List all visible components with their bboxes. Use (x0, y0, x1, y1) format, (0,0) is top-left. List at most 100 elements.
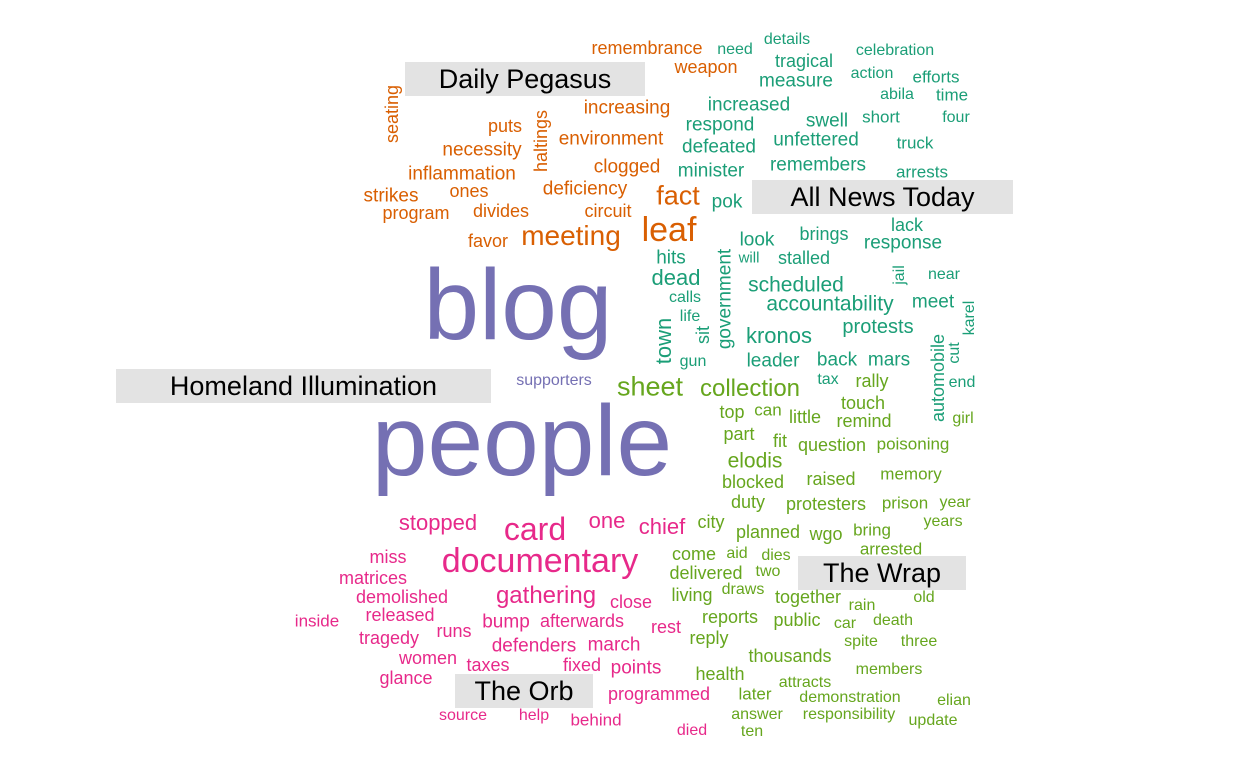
word-jail: jail (891, 265, 908, 285)
word-details: details (763, 31, 811, 48)
word-thousands: thousands (748, 646, 832, 666)
word-puts: puts (487, 116, 523, 136)
word-part: part (723, 424, 755, 444)
word-points: points (610, 657, 662, 679)
word-source: source (438, 707, 488, 724)
word-spite: spite (844, 633, 878, 650)
word-karel: karel (961, 300, 978, 336)
word-women: women (398, 648, 458, 668)
word-arrests: arrests (896, 162, 948, 182)
source-label-homeland-illumination: Homeland Illumination (116, 369, 491, 403)
word-died: died (676, 722, 708, 739)
word-reply: reply (689, 628, 729, 648)
word-dead: dead (651, 265, 701, 290)
word-strikes: strikes (363, 185, 419, 207)
word-measure: measure (759, 70, 833, 92)
word-demolished: demolished (355, 587, 449, 607)
word-touch: touch (840, 393, 886, 413)
word-death: death (872, 612, 914, 629)
word-one: one (588, 508, 626, 533)
word-celebration: celebration (855, 42, 935, 59)
word-response: response (863, 232, 943, 254)
word-living: living (671, 585, 713, 605)
word-life: life (679, 308, 701, 325)
word-together: together (774, 587, 842, 607)
word-rain: rain (848, 597, 876, 614)
word-bring: bring (853, 520, 891, 540)
word-defenders: defenders (491, 635, 577, 657)
word-sit: sit (693, 326, 713, 344)
word-scheduled: scheduled (748, 273, 844, 297)
word-haltings: haltings (531, 109, 551, 173)
word-look: look (739, 229, 775, 251)
word-blocked: blocked (721, 472, 785, 492)
word-automobile: automobile (928, 333, 948, 423)
word-near: near (927, 266, 961, 283)
word-delivered: delivered (669, 563, 743, 583)
word-elodis: elodis (727, 449, 783, 473)
word-gathering: gathering (495, 582, 597, 609)
word-meet: meet (911, 291, 955, 313)
word-collection: collection (699, 375, 801, 402)
word-runs: runs (436, 621, 472, 641)
word-end: end (948, 374, 976, 391)
word-duty: duty (730, 492, 766, 512)
word-ten: ten (740, 723, 764, 740)
word-increased: increased (707, 94, 791, 116)
word-inflammation: inflammation (408, 163, 516, 185)
word-bump: bump (482, 611, 530, 633)
word-afterwards: afterwards (539, 611, 625, 631)
word-supporters: supporters (516, 372, 592, 389)
word-rally: rally (855, 371, 889, 391)
word-swell: swell (805, 110, 849, 132)
word-calls: calls (668, 289, 702, 306)
word-come: come (671, 544, 717, 564)
word-remembrance: remembrance (591, 38, 703, 58)
word-defeated: defeated (682, 136, 756, 158)
word-chief: chief (638, 514, 686, 539)
source-label-the-wrap: The Wrap (798, 556, 966, 590)
word-march: march (587, 634, 641, 656)
word-close: close (609, 592, 653, 612)
word-pok: pok (711, 191, 743, 213)
word-fit: fit (772, 431, 788, 451)
word-prison: prison (881, 493, 929, 513)
word-people: people (371, 385, 673, 497)
word-four: four (942, 109, 970, 126)
word-glance: glance (379, 668, 433, 688)
word-blog: blog (423, 249, 613, 361)
word-responsibility: responsibility (802, 706, 896, 723)
word-remembers: remembers (769, 154, 867, 176)
word-city: city (697, 512, 725, 532)
word-arrested: arrested (859, 539, 923, 559)
word-matrices: matrices (338, 568, 408, 588)
word-year: year (939, 494, 971, 511)
word-help: help (518, 707, 550, 724)
word-memory: memory (880, 464, 942, 484)
word-program: program (382, 203, 450, 223)
word-inside: inside (294, 611, 340, 631)
word-tax: tax (817, 371, 839, 388)
word-truck: truck (896, 133, 934, 153)
word-leaf: leaf (641, 211, 697, 249)
word-circuit: circuit (584, 201, 632, 221)
word-old: old (913, 589, 935, 606)
word-attracts: attracts (778, 674, 832, 691)
word-update: update (908, 712, 958, 729)
word-question: question (797, 435, 867, 455)
word-public: public (773, 610, 821, 630)
word-minister: minister (677, 160, 745, 182)
word-increasing: increasing (583, 97, 671, 119)
source-label-all-news-today: All News Today (752, 180, 1013, 214)
word-protests: protests (842, 316, 914, 338)
word-meeting: meeting (521, 220, 621, 251)
word-town: town (651, 317, 676, 365)
word-deficiency: deficiency (542, 178, 628, 200)
word-seating: seating (382, 84, 402, 144)
word-little: little (788, 407, 822, 427)
word-dies: dies (761, 547, 791, 564)
word-weapon: weapon (674, 57, 738, 77)
word-gun: gun (679, 353, 707, 370)
word-mars: mars (867, 349, 911, 371)
